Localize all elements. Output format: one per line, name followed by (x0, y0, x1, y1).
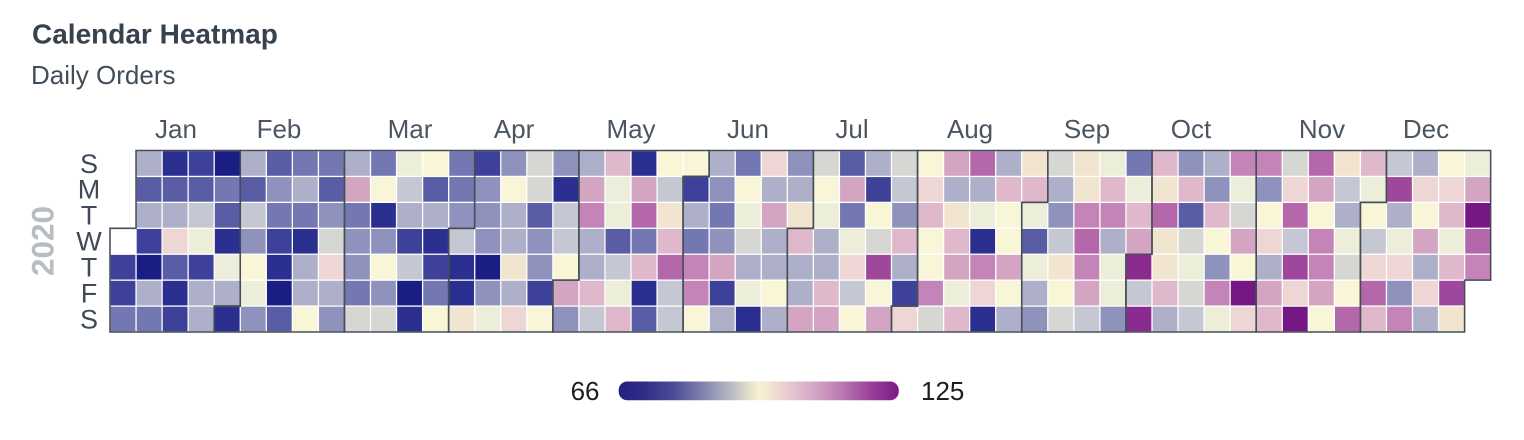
svg-text:Aug: Aug (947, 114, 993, 144)
svg-text:F: F (81, 278, 98, 308)
svg-text:66: 66 (571, 376, 600, 406)
svg-text:125: 125 (921, 376, 964, 406)
svg-text:Sep: Sep (1064, 114, 1110, 144)
svg-text:T: T (81, 201, 98, 231)
svg-text:Feb: Feb (257, 114, 302, 144)
svg-text:S: S (80, 304, 98, 334)
svg-text:Oct: Oct (1171, 114, 1212, 144)
svg-text:Daily Orders: Daily Orders (31, 60, 175, 90)
svg-text:May: May (606, 114, 655, 144)
svg-text:Jan: Jan (155, 114, 197, 144)
svg-text:Mar: Mar (388, 114, 433, 144)
svg-text:W: W (76, 227, 102, 257)
svg-text:Apr: Apr (494, 114, 535, 144)
svg-text:S: S (80, 149, 98, 179)
svg-text:Calendar Heatmap: Calendar Heatmap (32, 19, 278, 50)
svg-text:2020: 2020 (25, 206, 61, 276)
svg-text:T: T (81, 253, 98, 283)
svg-text:M: M (78, 175, 101, 205)
svg-text:Jun: Jun (727, 114, 769, 144)
svg-text:Nov: Nov (1299, 114, 1345, 144)
svg-text:Dec: Dec (1403, 114, 1449, 144)
svg-text:Jul: Jul (835, 114, 868, 144)
